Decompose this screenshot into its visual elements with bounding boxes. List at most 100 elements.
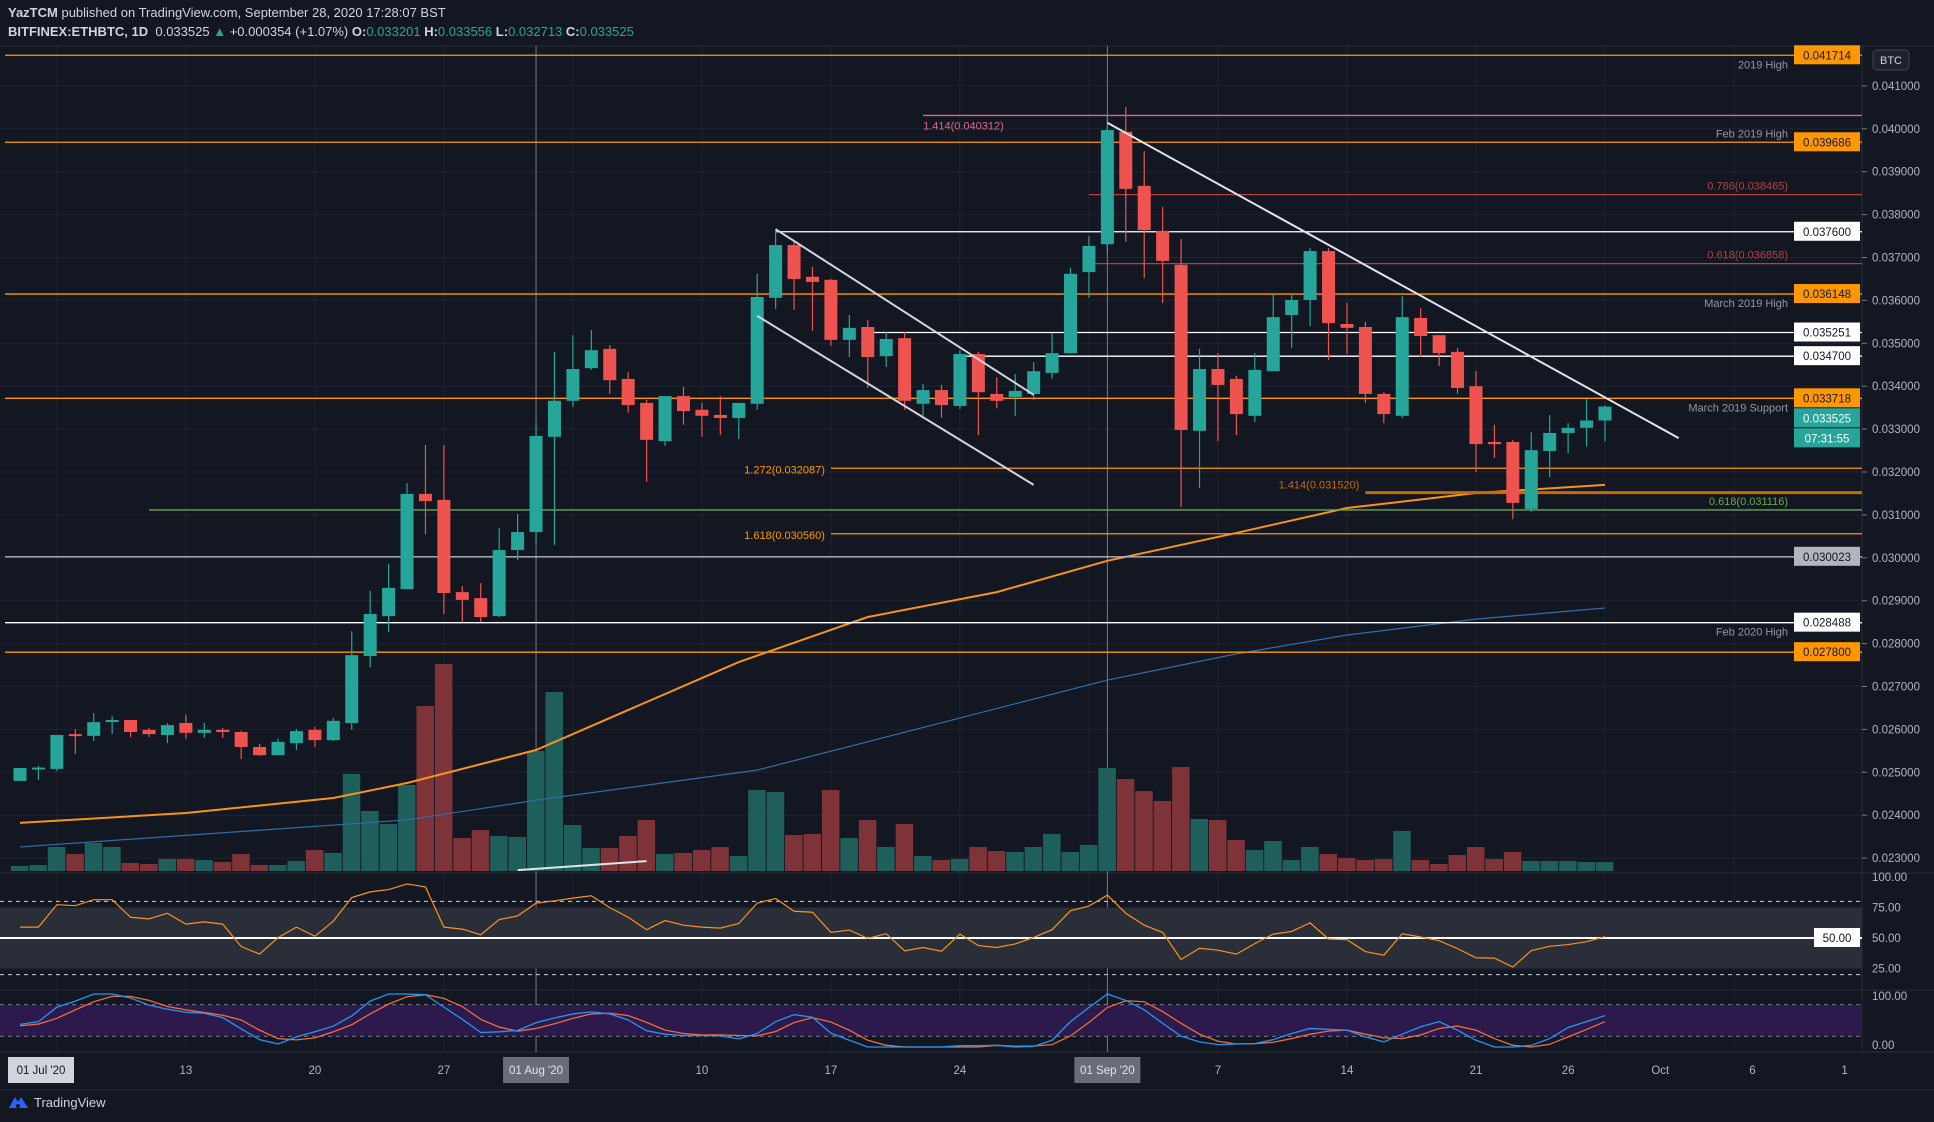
- level-label: 0.786(0.038465): [1707, 181, 1788, 193]
- volume-bar: [785, 835, 803, 871]
- volume-bar: [877, 847, 895, 871]
- rsi-line: [20, 883, 1606, 968]
- up-triangle-icon: ▲: [213, 24, 227, 39]
- candle-body: [824, 279, 838, 340]
- candle-body: [1543, 432, 1557, 451]
- volume-bar: [1448, 855, 1467, 871]
- candle-body: [842, 327, 856, 340]
- volume-bar: [1245, 850, 1264, 871]
- candle-body: [1580, 420, 1594, 428]
- candle-body: [142, 729, 156, 735]
- candle-body: [1100, 130, 1114, 245]
- level-label: 0.618(0.036858): [1707, 250, 1788, 262]
- candle: [658, 396, 672, 446]
- bar-countdown-label: [1794, 428, 1860, 448]
- candle: [253, 743, 267, 756]
- level-price-label: [1794, 221, 1860, 241]
- price-tick-label: 0.026000: [1872, 724, 1920, 736]
- candle-body: [1469, 386, 1483, 445]
- level-label: 0.618(0.031116): [1709, 496, 1788, 508]
- tradingview-logo-icon: [9, 1097, 28, 1108]
- publish-info: YazTCM published on TradingView.com, Sep…: [8, 5, 446, 20]
- rsi-value-label-text: 50.00: [1823, 933, 1852, 945]
- volume-bar: [858, 820, 877, 871]
- price-tick-label: 0.040000: [1872, 124, 1920, 136]
- time-tick-label: 20: [308, 1065, 321, 1077]
- fib-label: 1.618(0.030560): [744, 530, 825, 542]
- candle-body: [418, 493, 432, 502]
- level-price-label-text: 0.035251: [1803, 328, 1851, 340]
- price-axis[interactable]: 0.041000 0.040000 0.039000 0.038000 0.037000…: [1794, 45, 1920, 1052]
- price-tick-label: 0.030000: [1872, 553, 1920, 565]
- candle-body: [1174, 264, 1188, 430]
- price-tick-label: 0.029000: [1872, 596, 1920, 608]
- brand-name: TradingView: [34, 1094, 106, 1110]
- candle: [1469, 371, 1483, 472]
- currency-badge[interactable]: BTC: [1872, 49, 1910, 71]
- volume-bar: [250, 865, 269, 871]
- candle-body: [1322, 251, 1336, 324]
- rsi-tick-label: 75.00: [1872, 903, 1901, 915]
- candle: [1340, 302, 1354, 355]
- volume-bar: [545, 692, 563, 871]
- horizontal-levels[interactable]: 2019 High 1.414(0.040312) Feb 2019 High 0.7…: [5, 54, 1862, 653]
- time-tick-label: 10: [696, 1065, 709, 1077]
- low-label: L:: [495, 24, 509, 39]
- volume-bar: [1319, 854, 1338, 871]
- candle: [898, 332, 912, 410]
- candle-body: [1008, 390, 1022, 397]
- candle-body: [105, 719, 119, 723]
- level-price-label: [1794, 132, 1860, 152]
- volume-bar: [361, 811, 379, 871]
- candle-body: [1045, 353, 1059, 373]
- volume-bar: [692, 850, 711, 871]
- trendline[interactable]: [517, 860, 647, 872]
- candle: [695, 402, 709, 437]
- candle-body: [13, 768, 27, 781]
- candle-body: [216, 729, 230, 732]
- candle: [437, 444, 451, 614]
- candle-body: [935, 390, 948, 406]
- candle: [935, 384, 948, 418]
- candle: [382, 563, 396, 633]
- candle: [879, 332, 893, 367]
- volume-bar: [1190, 819, 1209, 871]
- time-tick-label: 14: [1341, 1065, 1354, 1077]
- volume-bar: [103, 847, 121, 871]
- candle: [68, 728, 82, 754]
- level-price-label-text: 0.033718: [1803, 393, 1851, 405]
- volume-bar: [619, 836, 637, 871]
- candle: [861, 320, 875, 388]
- candle: [1082, 236, 1096, 298]
- symbol-name[interactable]: BITFINEX:ETHBTC, 1D: [8, 24, 149, 39]
- candle-body: [87, 722, 101, 736]
- candle: [455, 586, 469, 623]
- volume-bar: [1264, 841, 1282, 871]
- volume-bar: [66, 854, 84, 871]
- last-price-label: [1794, 408, 1860, 428]
- price-tick-label: 0.027000: [1872, 682, 1920, 694]
- candle-body: [474, 598, 488, 618]
- volume-bar: [305, 850, 324, 871]
- candle-body: [437, 499, 451, 593]
- trendlines[interactable]: [517, 121, 1680, 872]
- time-axis[interactable]: 01 Jul '20 13 20 27 01 Aug '20 10 17 24 01 Sep '…: [0, 1057, 1934, 1091]
- volume-bar: [1098, 768, 1116, 871]
- candle: [1580, 399, 1594, 447]
- volume-bar: [287, 861, 305, 871]
- candle-body: [953, 354, 967, 406]
- trendline[interactable]: [1106, 121, 1680, 439]
- candle-body: [1487, 441, 1501, 445]
- open-value: 0.033201: [366, 24, 421, 39]
- volume-bar: [453, 838, 471, 871]
- trendline[interactable]: [775, 228, 1035, 396]
- candle: [787, 241, 801, 310]
- time-tick-label: 6: [1749, 1065, 1755, 1077]
- candle-body: [68, 734, 82, 737]
- candle: [1432, 335, 1446, 367]
- trendline[interactable]: [756, 314, 1035, 486]
- author-name[interactable]: YazTCM: [8, 5, 58, 20]
- footer-brand[interactable]: TradingView: [8, 1094, 106, 1110]
- candle: [824, 278, 838, 346]
